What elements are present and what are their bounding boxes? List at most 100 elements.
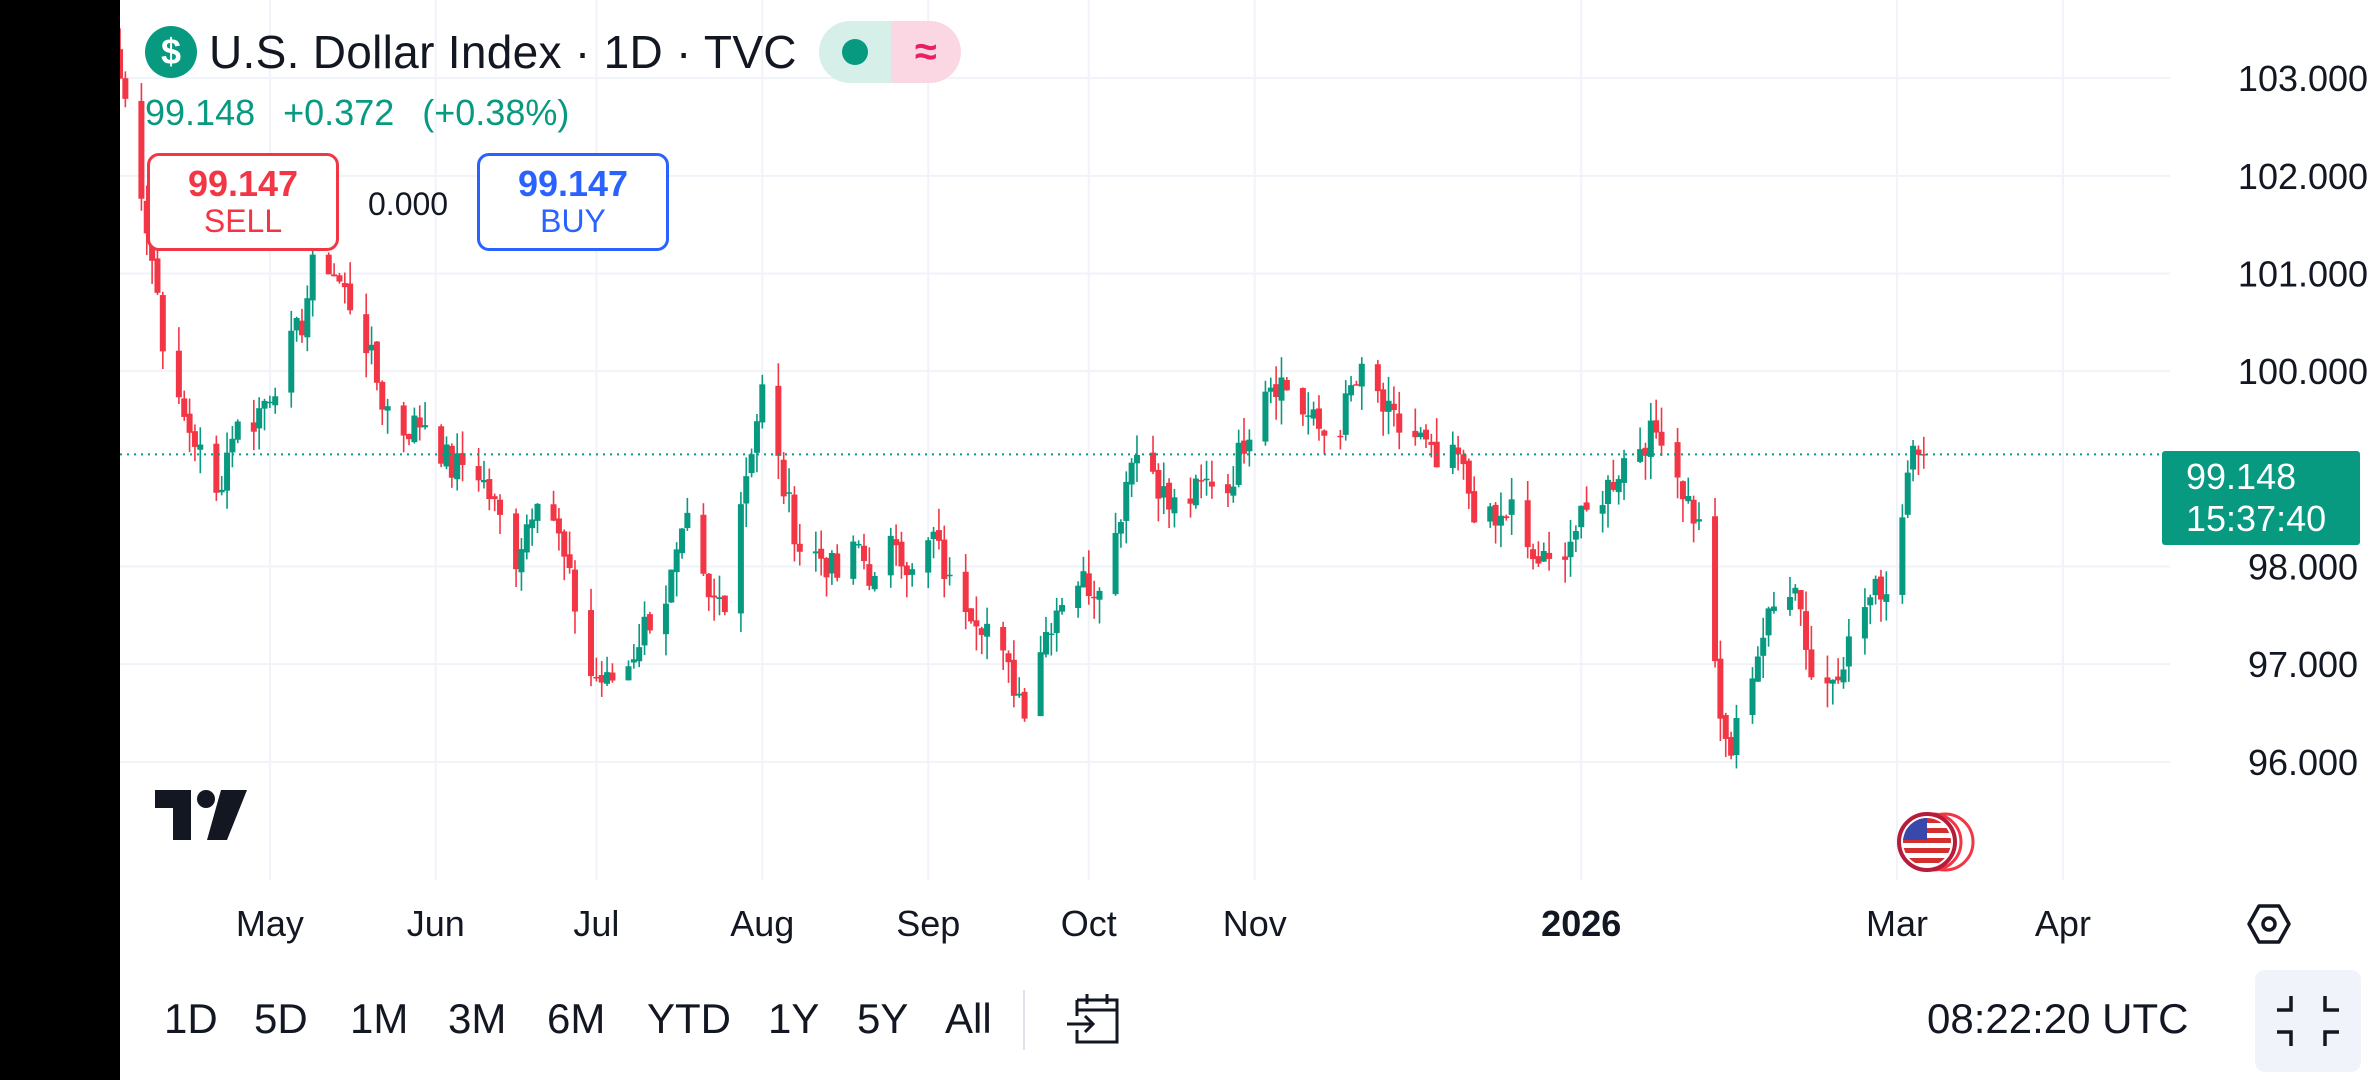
candle-body (1133, 454, 1140, 464)
candle-body (1583, 502, 1590, 510)
candle-body (1315, 408, 1322, 429)
candle-body (288, 330, 295, 393)
candle-body (711, 595, 718, 598)
candle-body (700, 514, 707, 574)
candle-body (893, 539, 900, 546)
candle-body (1080, 571, 1087, 588)
symbol-legend[interactable]: $ U.S. Dollar Index · 1D · TVC ≈ (145, 21, 961, 83)
candle-body (1824, 677, 1831, 684)
candle-body (1535, 556, 1542, 564)
candle-body (1765, 608, 1772, 636)
candle-body (780, 459, 787, 497)
range-1d-button[interactable]: 1D (164, 995, 218, 1042)
candle-body (1786, 596, 1793, 610)
buy-button[interactable]: 99.147 BUY (477, 153, 669, 251)
delayed-data-wave-icon: ≈ (890, 21, 961, 83)
candle-body (143, 200, 150, 234)
range-6m-button[interactable]: 6M (547, 995, 606, 1042)
candle-body (191, 431, 198, 447)
candle-body (962, 571, 969, 613)
dollar-sign-icon: $ (145, 26, 197, 78)
range-ytd-button[interactable]: YTD (647, 995, 731, 1042)
exit-fullscreen-button[interactable] (2255, 970, 2361, 1072)
candle-body (1305, 415, 1312, 417)
utc-clock[interactable]: 08:22:20 UTC (1927, 995, 2189, 1042)
candle-body (224, 452, 231, 491)
candle-body (748, 454, 755, 474)
candle-body (823, 558, 830, 578)
candle-body (1460, 454, 1467, 465)
candle-body (1867, 597, 1874, 606)
buy-price: 99.147 (517, 163, 629, 204)
candle-body (1171, 497, 1178, 514)
sell-button[interactable]: 99.147 SELL (147, 153, 339, 251)
candle-body (1899, 517, 1906, 595)
candle-body (871, 576, 878, 590)
candle-body (1123, 481, 1130, 521)
candle-body (984, 623, 991, 637)
candle-body (298, 320, 305, 336)
x-tick-label: May (236, 903, 304, 944)
x-tick-label: Jul (573, 903, 619, 944)
candle-body (1224, 484, 1231, 494)
candle-body (1610, 481, 1617, 490)
candle-body (834, 553, 841, 578)
candle-body (1615, 479, 1622, 493)
candle-body (1075, 585, 1082, 609)
candle-body (1021, 691, 1028, 719)
candle-body (1642, 447, 1649, 456)
candle-body (630, 659, 637, 663)
candle-body (786, 492, 793, 494)
candle-body (1829, 679, 1836, 684)
candle-body (1187, 498, 1194, 504)
candle-body (120, 49, 123, 79)
candle-body (1770, 606, 1777, 612)
candle-body (925, 540, 932, 573)
candle-body (523, 524, 530, 553)
candle-body (1695, 519, 1702, 522)
range-1y-button[interactable]: 1Y (768, 995, 820, 1042)
y-tick-label: 102.000 (2238, 156, 2368, 197)
calendar-goto-icon[interactable] (1063, 990, 1125, 1050)
candle-body (266, 401, 273, 404)
candle-body (379, 381, 386, 410)
candle-body (641, 616, 648, 646)
range-5d-button[interactable]: 5D (254, 995, 308, 1042)
candle-body (1010, 659, 1017, 696)
buy-label: BUY (540, 203, 606, 239)
price-change-pct: (+0.38%) (422, 92, 570, 133)
candle-body (673, 549, 680, 573)
status-pill[interactable]: ≈ (818, 21, 961, 83)
hexagon-settings-icon[interactable] (2245, 900, 2293, 948)
candle-body (716, 597, 723, 600)
candlestick-chart[interactable]: 96.000 97.000 98.000 100.000 101.000 102.000 1… (120, 0, 2376, 960)
candle-body (1530, 549, 1537, 560)
tradingview-logo (155, 790, 247, 840)
range-5y-button[interactable]: 5Y (857, 995, 909, 1042)
candle-body (1299, 388, 1306, 415)
candle-body (1653, 420, 1660, 433)
candle-body (1042, 632, 1049, 655)
range-1m-button[interactable]: 1M (350, 995, 409, 1042)
candle-body (1337, 435, 1344, 438)
candle-body (978, 628, 985, 635)
candle-body (1273, 384, 1280, 398)
candle-body (1235, 442, 1242, 485)
candle-body (1508, 499, 1515, 515)
candle-body (968, 608, 975, 622)
candle-body (887, 535, 894, 576)
us-economic-events-flag-icon[interactable] (1893, 808, 1983, 876)
candle-body (566, 554, 573, 569)
candle-body (1872, 578, 1879, 596)
candle-body (175, 350, 182, 398)
candle-body (588, 610, 595, 677)
candle-body (1524, 500, 1531, 548)
candle-body (855, 543, 862, 546)
range-all-button[interactable]: All (945, 995, 992, 1042)
x-tick-label: Jun (407, 903, 465, 944)
range-3m-button[interactable]: 3M (448, 995, 507, 1042)
y-tick-label: 98.000 (2248, 547, 2358, 588)
candle-body (368, 344, 375, 351)
chart-area[interactable]: 96.000 97.000 98.000 100.000 101.000 102.000 1… (120, 0, 2376, 960)
candle-body (679, 528, 686, 554)
